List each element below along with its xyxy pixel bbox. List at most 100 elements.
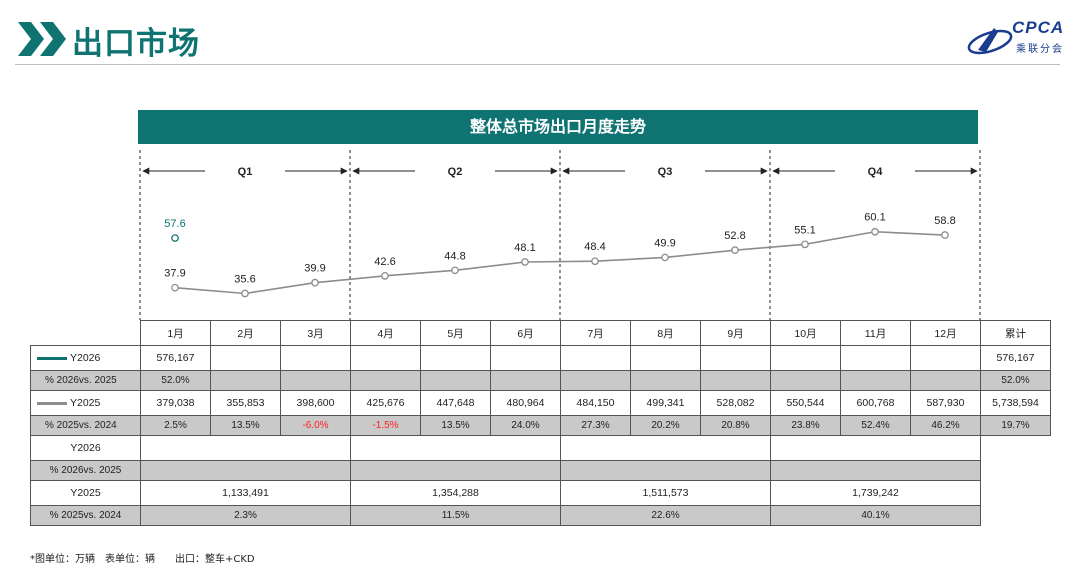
data-label-y2025: 55.1 (794, 224, 815, 236)
table-cell: 587,930 (910, 390, 981, 416)
quarter-cell: 11.5% (350, 505, 561, 526)
data-label-y2025: 52.8 (724, 230, 745, 242)
table-cell: 600,768 (840, 390, 911, 416)
table-cell: 499,341 (630, 390, 701, 416)
data-label-y2025: 60.1 (864, 212, 885, 224)
table-cell: -6.0% (280, 415, 351, 436)
data-point-y2025 (731, 246, 739, 254)
table-cell: 52.4% (840, 415, 911, 436)
table-cell: 46.2% (910, 415, 981, 436)
data-label-y2025: 49.9 (654, 237, 675, 249)
total-cell: 19.7% (980, 415, 1051, 436)
month-header: 10月 (770, 320, 841, 346)
table-cell: 480,964 (490, 390, 561, 416)
quarter-table-row: % 2026vs. 2025 (30, 460, 1051, 481)
table-row: Y2026 576,167 576,167 (30, 345, 1051, 371)
table-cell (210, 345, 281, 371)
data-point-y2025 (801, 240, 809, 249)
data-label-y2025: 39.9 (304, 263, 325, 275)
table-cell (350, 370, 421, 391)
quarter-cell: 1,511,573 (560, 480, 771, 506)
table-cell: 13.5% (420, 415, 491, 436)
row-label: Y2025 (30, 480, 141, 506)
month-header: 5月 (420, 320, 491, 346)
quarter-cell: 2.3% (140, 505, 351, 526)
row-label: % 2025vs. 2024 (30, 415, 141, 436)
table-cell: 23.8% (770, 415, 841, 436)
data-label-y2025: 42.6 (374, 256, 395, 268)
table-cell: 447,648 (420, 390, 491, 416)
page-title: 出口市场 (72, 26, 200, 62)
table-corner (30, 320, 141, 346)
chart-banner-title: 整体总市场出口月度走势 (138, 110, 978, 144)
month-header: 4月 (350, 320, 421, 346)
data-point-y2025 (311, 278, 319, 287)
chevron-double-right-icon (18, 22, 66, 56)
table-cell (630, 345, 701, 371)
month-header: 2月 (210, 320, 281, 346)
data-label-y2025: 48.4 (584, 241, 605, 253)
legend-swatch (37, 356, 67, 360)
data-point-y2025 (871, 227, 879, 236)
series-line-y2025 (174, 230, 946, 295)
quarter-cell: 22.6% (560, 505, 771, 526)
row-label: % 2025vs. 2024 (30, 505, 141, 526)
data-point-y2025 (521, 258, 529, 266)
table-cell: 425,676 (350, 390, 421, 416)
row-label: Y2026 (30, 345, 141, 371)
table-cell: 20.2% (630, 415, 701, 436)
legend-label: Y2025 (70, 397, 101, 409)
table-cell: 379,038 (140, 390, 211, 416)
table-cell: 576,167 (140, 345, 211, 371)
month-header: 9月 (700, 320, 771, 346)
monthly-data-table: 1月 2月 3月 4月 5月 6月 7月 8月 9月 10月 11月 12月 累计 Y2026 576,16… (30, 320, 1051, 526)
table-row: Y2025 379,038 355,853 398,600 425,676 447,648… (30, 390, 1051, 416)
quarter-label: Q2 (448, 166, 463, 178)
table-cell: 528,082 (700, 390, 771, 416)
table-cell (420, 370, 491, 391)
quarter-cell (140, 435, 351, 461)
table-cell: -1.5% (350, 415, 421, 436)
month-header: 8月 (630, 320, 701, 346)
quarter-cell: 1,354,288 (350, 480, 561, 506)
data-label-y2025: 48.1 (514, 242, 535, 254)
quarter-cell (350, 435, 561, 461)
month-header: 3月 (280, 320, 351, 346)
data-label-y2025: 44.8 (444, 250, 465, 262)
total-cell: 52.0% (980, 370, 1051, 391)
quarter-cell (140, 460, 351, 481)
data-point-y2026 (171, 234, 179, 242)
month-header: 7月 (560, 320, 631, 346)
quarter-cell: 1,133,491 (140, 480, 351, 506)
month-header: 11月 (840, 320, 911, 346)
table-cell: 52.0% (140, 370, 211, 391)
data-label-y2025: 35.6 (234, 273, 255, 285)
table-cell (560, 345, 631, 371)
title-divider (15, 64, 1060, 65)
table-cell: 355,853 (210, 390, 281, 416)
table-cell (280, 345, 351, 371)
data-point-y2025 (941, 231, 949, 239)
total-header: 累计 (980, 320, 1051, 346)
quarter-cell (770, 435, 981, 461)
quarter-label: Q3 (658, 166, 673, 178)
total-cell: 5,738,594 (980, 390, 1051, 416)
data-label-y2026: 57.6 (164, 218, 185, 230)
quarter-table-row: Y2025 1,133,491 1,354,288 1,511,573 1,739,24… (30, 480, 1051, 506)
row-label: Y2026 (30, 435, 141, 461)
quarter-cell (560, 460, 771, 481)
table-cell (840, 370, 911, 391)
row-label: % 2026vs. 2025 (30, 370, 141, 391)
table-cell: 13.5% (210, 415, 281, 436)
quarter-table-row: Y2026 (30, 435, 1051, 461)
row-label: % 2026vs. 2025 (30, 460, 141, 481)
table-cell (700, 345, 771, 371)
table-cell (490, 370, 561, 391)
table-cell (910, 345, 981, 371)
cpca-logo-icon (967, 28, 1013, 55)
table-cell (560, 370, 631, 391)
legend-swatch (37, 401, 67, 405)
table-cell (770, 370, 841, 391)
table-cell (210, 370, 281, 391)
